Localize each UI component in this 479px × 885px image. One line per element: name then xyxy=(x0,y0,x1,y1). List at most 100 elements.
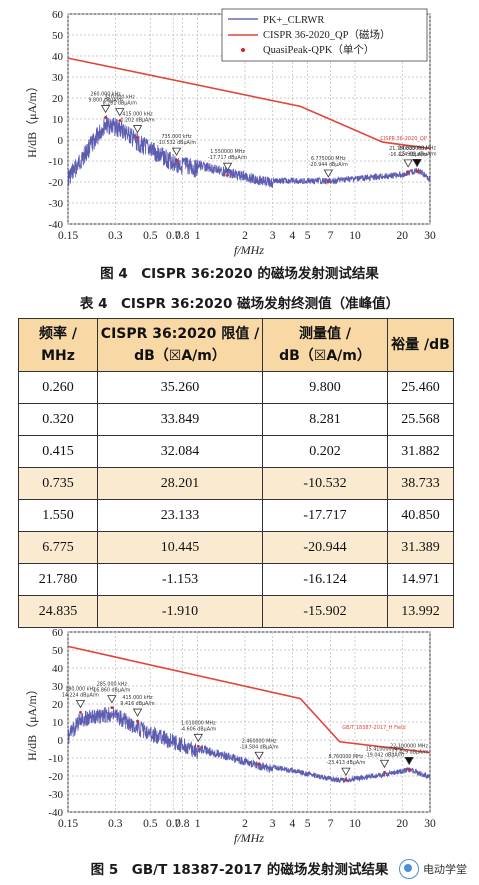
cell-limit: 10.445 xyxy=(97,531,263,564)
marker-label: 14.224 dBμA/m xyxy=(62,692,100,698)
table-row: 6.775 10.445 -20.944 31.389 xyxy=(18,531,454,564)
x-tick-label: 5 xyxy=(305,818,311,830)
qpk-point xyxy=(136,136,139,139)
watermark: 电动学堂 xyxy=(399,859,467,879)
table-row: 1.550 23.133 -17.717 40.850 xyxy=(18,499,454,532)
cell-limit: -1.153 xyxy=(97,563,263,596)
cell-frequency: 6.775 xyxy=(18,531,98,564)
table-4-caption: 表 4 CISPR 36:2020 磁场发射终测值（准峰值） xyxy=(79,296,400,312)
legend-entry: PK+_CLRWR xyxy=(263,15,324,26)
cell-measured: -20.944 xyxy=(262,531,388,564)
cell-limit: 32.084 xyxy=(97,435,263,468)
qpk-point xyxy=(326,180,330,184)
y-tick-label: 10 xyxy=(52,717,64,729)
y-tick-label: 30 xyxy=(52,72,64,84)
figure-4-caption: 图 4 CISPR 36:2020 的磁场发射测试结果 xyxy=(100,266,379,282)
y-tick-label: 0 xyxy=(58,735,64,747)
limit-line xyxy=(67,57,431,150)
marker-triangle xyxy=(341,767,351,776)
qpk-point xyxy=(257,762,261,766)
marker-triangle xyxy=(323,169,334,178)
y-tick-label: 50 xyxy=(52,30,64,42)
qpk-point xyxy=(104,116,107,119)
marker-triangle xyxy=(412,158,422,168)
x-tick-label: 1 xyxy=(195,230,201,242)
marker-label: 9.416 dBμA/m xyxy=(120,701,155,707)
cell-measured: 9.800 xyxy=(262,371,388,404)
cell-limit: 23.133 xyxy=(97,499,263,532)
marker-triangle xyxy=(132,125,143,134)
y-tick-label: -10 xyxy=(48,753,63,765)
cell-margin: 31.389 xyxy=(387,531,454,564)
table-row: 24.835 -1.910 -15.902 13.992 xyxy=(18,595,454,628)
x-tick-label: 0.5 xyxy=(143,230,158,242)
x-tick-label: 0.8 xyxy=(175,230,190,242)
marker-label: -23.413 dBμA/m xyxy=(326,760,365,766)
marker-triangle xyxy=(254,751,264,761)
col-frequency-header: 频率 / MHz xyxy=(18,318,98,372)
y-tick-label: 40 xyxy=(52,663,64,675)
marker-label: 1.550000 MHz xyxy=(210,149,245,155)
cell-margin: 25.460 xyxy=(387,371,454,404)
qpk-point xyxy=(175,158,178,162)
marker-triangle xyxy=(193,733,203,743)
cell-measured: 0.202 xyxy=(262,435,388,468)
marker-label: -15.902 dBμA/m xyxy=(398,151,437,157)
y-tick-label: 20 xyxy=(52,699,64,711)
cell-margin: 38.733 xyxy=(387,467,454,500)
y-tick-label: -40 xyxy=(48,807,63,819)
qpk-point xyxy=(344,778,348,782)
cell-measured: -15.902 xyxy=(262,595,388,628)
table-row: 0.260 35.260 9.800 25.460 xyxy=(18,371,454,404)
marker-label: 285.000 kHz xyxy=(97,682,128,688)
marker-label: 16.860 dBμA/m xyxy=(93,688,131,694)
y-tick-label: -30 xyxy=(48,789,63,801)
marker-label: 320.000 kHz xyxy=(105,95,136,101)
x-tick-label: 0.3 xyxy=(108,230,123,242)
marker-label: 0.202 dBμA/m xyxy=(120,118,155,124)
marker-label: 9.800 dBμA/m xyxy=(88,97,123,103)
marker-label: -19.042 dBμA/m xyxy=(365,752,404,758)
marker-triangle xyxy=(115,108,125,117)
marker-label: -16.124 dBμA/m xyxy=(389,152,428,158)
x-tick-label: 7 xyxy=(328,230,334,242)
y-tick-label: 60 xyxy=(52,9,64,21)
measured-trace xyxy=(67,115,431,188)
marker-triangle xyxy=(132,708,143,717)
cell-measured: -17.717 xyxy=(262,499,388,532)
marker-triangle xyxy=(171,147,182,156)
cell-frequency: 24.835 xyxy=(18,595,98,628)
x-axis-label: f/MHz xyxy=(234,831,264,845)
marker-label: -20.944 dBμA/m xyxy=(309,162,348,168)
table-row: 0.320 33.849 8.281 25.568 xyxy=(18,403,454,436)
y-tick-label: 10 xyxy=(52,114,64,126)
x-tick-label: 0.8 xyxy=(175,818,190,830)
x-tick-label: 0.15 xyxy=(58,230,78,242)
qpk-point xyxy=(136,719,139,723)
cell-margin: 13.992 xyxy=(387,595,454,628)
cell-margin: 40.850 xyxy=(387,499,454,532)
x-tick-label: 10 xyxy=(349,818,361,830)
qpk-point xyxy=(407,767,411,771)
y-tick-label: 50 xyxy=(52,645,64,657)
cell-margin: 31.882 xyxy=(387,435,454,468)
marker-label: 6.775000 MHz xyxy=(311,156,346,162)
x-tick-label: 30 xyxy=(424,818,436,830)
marker-label: -17.429 dBμA/m xyxy=(390,749,429,755)
table-header-row: 频率 / MHz CISPR 36:2020 限值 / dB（☒A/m） 测量值… xyxy=(18,318,454,372)
qpk-point xyxy=(383,770,386,774)
qpk-point xyxy=(415,169,419,173)
marker-label: -4.606 dBμA/m xyxy=(180,726,216,732)
y-tick-label: -20 xyxy=(48,177,63,189)
x-tick-label: 3 xyxy=(270,230,276,242)
y-tick-label: 30 xyxy=(52,681,64,693)
figure-5-chart: 60 50 40 30 20 10 0 -10 -20 -30 -40 0.15 0.3 0.5 0.7 0.… xyxy=(0,612,479,852)
watermark-logo-icon xyxy=(399,859,419,879)
y-axis-label: H/dB（μA/m） xyxy=(25,683,39,761)
cell-limit: 35.260 xyxy=(97,371,263,404)
legend-swatch-qpk xyxy=(241,48,245,52)
cell-frequency: 21.780 xyxy=(18,563,98,596)
measurement-table: 频率 / MHz CISPR 36:2020 限值 / dB（☒A/m） 测量值… xyxy=(18,318,454,628)
cell-frequency: 0.260 xyxy=(18,371,98,404)
qpk-point xyxy=(110,706,114,710)
